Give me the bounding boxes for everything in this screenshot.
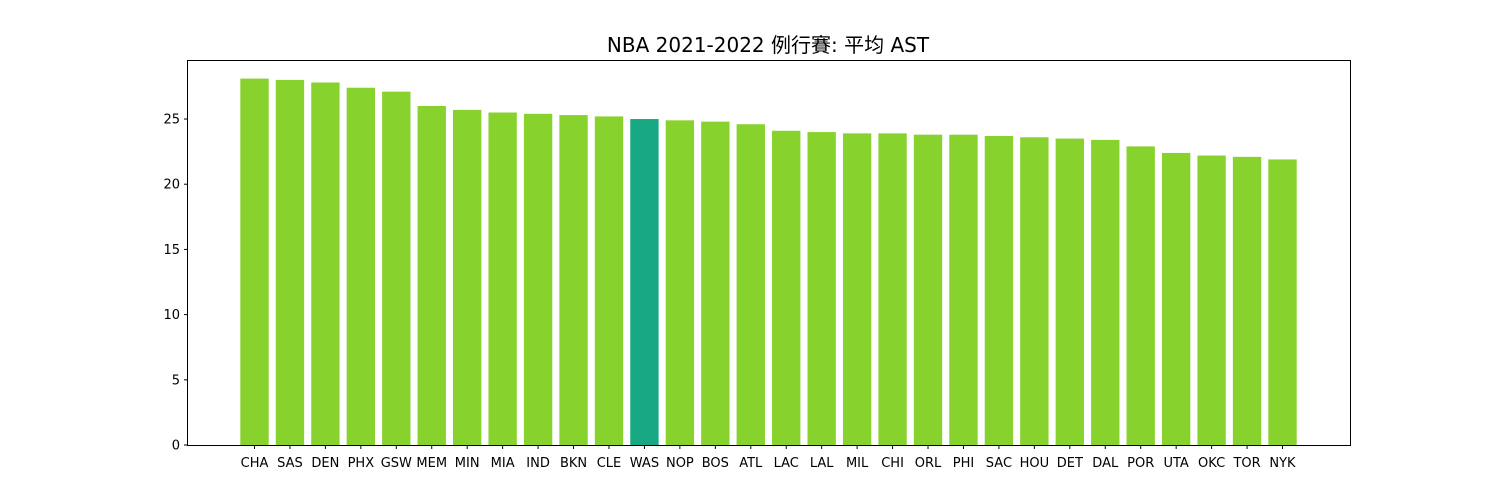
bar-chi (878, 133, 907, 445)
bar-mem (417, 105, 446, 445)
x-tick-label: CHA (241, 456, 269, 471)
bar-nyk (1268, 159, 1297, 445)
bar-mia (488, 112, 517, 445)
plot-frame (187, 60, 1351, 446)
bar-okc (1197, 155, 1226, 445)
bar-tor (1232, 156, 1262, 445)
bar-sac (984, 135, 1014, 445)
bar-hou (1020, 137, 1049, 445)
y-tick-label: 25 (163, 113, 180, 128)
x-tick-label: POR (1127, 456, 1154, 471)
x-tick-label: IND (526, 456, 550, 471)
y-tick-label: 20 (163, 178, 180, 193)
bar-gsw (382, 91, 411, 445)
x-tick-label: CHI (881, 456, 904, 471)
bar-cha (240, 78, 269, 445)
bar-min (453, 109, 482, 446)
x-tick-label: GSW (381, 456, 412, 471)
bar-mil (842, 133, 872, 445)
y-axis: 0 5 10 15 20 25 (163, 113, 188, 454)
y-tick-label: 10 (163, 308, 180, 323)
x-tick-label: HOU (1020, 456, 1050, 471)
bar-ind (523, 113, 553, 445)
x-tick-label: TOR (1232, 456, 1260, 471)
x-tick-label: DAL (1092, 456, 1119, 471)
bar-den (311, 82, 340, 445)
x-tick-label: MIN (455, 456, 480, 471)
x-tick-label: BKN (560, 456, 587, 471)
x-tick-label: UTA (1163, 456, 1188, 471)
bar-por (1126, 146, 1155, 445)
chart-title: NBA 2021-2022 例行賽: 平均 AST (607, 33, 930, 57)
x-tick-label: LAL (810, 456, 834, 471)
bar-nop (665, 120, 695, 445)
x-tick-label: NOP (666, 456, 694, 471)
x-tick-label: CLE (597, 456, 622, 471)
bar-atl (736, 124, 765, 446)
x-tick-label: DEN (311, 456, 339, 471)
bar-was (630, 119, 659, 446)
bars-group (240, 78, 1297, 446)
x-tick-label: DET (1057, 456, 1083, 471)
bar-phi (949, 134, 978, 446)
y-tick-label: 5 (172, 373, 180, 388)
x-tick-label: MIL (846, 456, 869, 471)
x-axis: CHA SAS DEN PHX GSW MEM MIN MIA IND BKN CLE WAS NOP B… (241, 445, 1296, 471)
bar-dal (1091, 139, 1120, 445)
x-tick-label: BOS (702, 456, 729, 471)
x-tick-label: OKC (1198, 456, 1225, 471)
bar-bos (701, 121, 730, 445)
bar-lac (772, 130, 801, 445)
bar-cle (594, 116, 624, 446)
bar-uta (1161, 152, 1191, 445)
x-tick-label: MEM (416, 456, 447, 471)
bar-bkn (559, 115, 588, 446)
x-tick-label: SAS (277, 456, 303, 471)
x-tick-label: WAS (630, 456, 659, 471)
x-tick-label: ATL (739, 456, 763, 471)
x-tick-label: ORL (915, 456, 942, 471)
bar-phx (346, 87, 376, 445)
bar-lal (807, 132, 836, 445)
x-tick-label: PHX (348, 456, 375, 471)
y-tick-label: 0 (172, 439, 180, 454)
x-tick-label: PHI (953, 456, 974, 471)
x-tick-label: NYK (1269, 456, 1296, 471)
y-tick-label: 15 (163, 243, 180, 258)
bar-det (1055, 138, 1084, 445)
x-tick-label: SAC (986, 456, 1012, 471)
bar-orl (913, 134, 943, 446)
x-tick-label: LAC (774, 456, 799, 471)
x-tick-label: MIA (491, 456, 515, 471)
bar-sas (275, 79, 305, 445)
